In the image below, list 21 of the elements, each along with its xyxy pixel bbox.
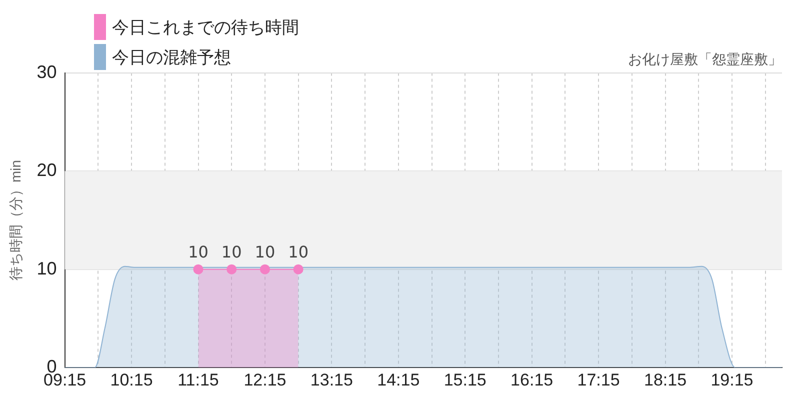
x-tick-label: 14:15 [377, 370, 420, 390]
y-tick-label: 30 [36, 62, 57, 82]
x-tick-label: 15:15 [444, 370, 486, 390]
x-tick-label: 11:15 [178, 370, 219, 390]
data-label: 10 [188, 242, 208, 262]
legend-label: 今日これまでの待ち時間 [112, 16, 299, 38]
x-tick-label: 10:15 [110, 370, 153, 390]
data-label: 10 [254, 242, 276, 262]
y-axis-title: 待ち時間（分）min [7, 160, 24, 280]
x-tick-label: 19:15 [710, 370, 754, 390]
x-tick-label: 17:15 [577, 370, 620, 390]
data-label: 10 [221, 242, 242, 262]
x-tick-label: 16:15 [510, 370, 554, 390]
x-tick-label: 18:15 [644, 370, 687, 390]
y-tick-label: 10 [36, 258, 57, 278]
y-tick-label: 20 [36, 160, 57, 180]
chart-title: お化け屋敷「怨霊座敷」 [628, 52, 782, 68]
legend-label: 今日の混雑予想 [112, 46, 231, 68]
data-label: 10 [288, 242, 308, 262]
x-tick-label: 12:15 [244, 370, 286, 390]
x-tick-label: 13:15 [310, 370, 353, 390]
